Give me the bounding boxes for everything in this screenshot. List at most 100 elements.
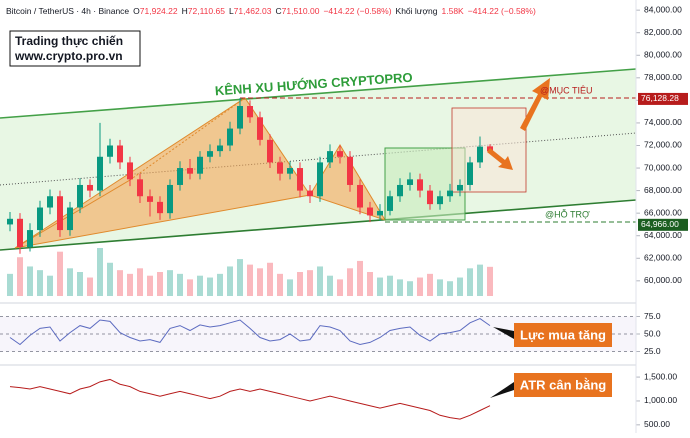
header: Bitcoin / TetherUS · 4h · Binance O71,924… xyxy=(6,6,536,16)
y-tick-label: 1,000.00 xyxy=(644,395,677,405)
indicator-line xyxy=(9,378,491,420)
volume-bar xyxy=(417,277,423,296)
callout: ATR cân bằng xyxy=(520,377,606,392)
website: www.crypto.pro.vn xyxy=(14,49,123,63)
ohlc-item: Khối lượng xyxy=(396,6,438,16)
candle-body xyxy=(377,210,383,216)
candle-body xyxy=(247,106,253,118)
y-tick-label: 84,000.00 xyxy=(644,4,682,14)
y-tick-label: 66,000.00 xyxy=(644,207,682,217)
candle-body xyxy=(477,146,483,163)
volume-bar xyxy=(157,272,163,296)
volume-bar xyxy=(437,279,443,296)
volume-bar xyxy=(317,266,323,296)
volume-bar xyxy=(407,281,413,296)
candle-body xyxy=(47,196,53,208)
y-tick-label: 78,000.00 xyxy=(644,72,682,82)
volume-bar xyxy=(487,266,493,296)
candle-body xyxy=(297,168,303,191)
y-tick-label: 72,000.00 xyxy=(644,140,682,150)
candle-body xyxy=(167,184,173,214)
candle-body xyxy=(207,151,213,157)
callout-box xyxy=(514,373,612,397)
volume-bar xyxy=(297,272,303,296)
candle-body xyxy=(197,156,203,174)
price-tag-label: 64,966.00 xyxy=(641,219,679,229)
volume-bar xyxy=(257,268,263,296)
candle-body xyxy=(347,156,353,185)
candle-body xyxy=(217,145,223,152)
volume-bar xyxy=(167,270,173,296)
volume-bar xyxy=(247,264,253,296)
candle-body xyxy=(307,190,313,197)
candle-body xyxy=(317,162,323,197)
brand-box xyxy=(9,30,141,67)
volume-bar xyxy=(287,279,293,296)
candle-body xyxy=(457,184,463,191)
volume-bar xyxy=(477,264,483,296)
y-tick-label: 1,500.00 xyxy=(644,371,677,381)
volume-bar xyxy=(267,262,273,296)
ohlc-item: 1.58K xyxy=(442,6,465,16)
candle-body xyxy=(117,145,123,163)
volume-bar xyxy=(227,266,233,296)
brand: Trading thực chiến xyxy=(15,34,123,48)
candle-body xyxy=(437,196,443,205)
candle-body xyxy=(107,145,113,157)
channel-lower xyxy=(0,199,637,251)
indicator-line xyxy=(9,318,491,346)
candle-body xyxy=(77,184,83,208)
up-arrow xyxy=(520,78,550,131)
volume-bar xyxy=(357,260,363,296)
candle-body xyxy=(467,162,473,185)
ohlc-item: 71,924.22 xyxy=(140,6,178,16)
candle-body xyxy=(97,156,103,191)
candle-body xyxy=(397,184,403,197)
volume-bar xyxy=(97,248,103,296)
volume-bar xyxy=(467,268,473,296)
price-tag xyxy=(638,92,688,105)
volume-bar xyxy=(327,275,333,296)
y-tick-label: 70,000.00 xyxy=(644,162,682,172)
ohlc-item: O xyxy=(133,6,140,16)
candle-body xyxy=(7,218,13,225)
candle-body xyxy=(407,179,413,185)
candle-body xyxy=(417,179,423,191)
volume-bar xyxy=(7,273,13,296)
volume-bar xyxy=(387,275,393,296)
ohlc-item: 72,110.65 xyxy=(188,6,225,16)
ohlc-item: 71,462.03 xyxy=(234,6,272,16)
volume-bar xyxy=(457,277,463,296)
price-tag xyxy=(638,218,688,231)
volume-bar xyxy=(177,273,183,296)
volume-bar xyxy=(117,270,123,296)
candle-body xyxy=(277,162,283,174)
candle-body xyxy=(367,207,373,216)
channel-mid xyxy=(0,132,637,186)
price-tag-label: 76,128.28 xyxy=(641,93,679,103)
y-tick-label: 60,000.00 xyxy=(644,275,682,285)
candle-body xyxy=(327,151,333,163)
callout-arrow xyxy=(493,327,514,339)
volume-bar xyxy=(207,277,213,296)
candle-body xyxy=(37,207,43,231)
y-tick-label: 500.00 xyxy=(644,419,670,429)
y-tick-label: 68,000.00 xyxy=(644,185,682,195)
volume-bar xyxy=(57,251,63,296)
candle-body xyxy=(267,139,273,163)
y-tick-label: 50.0 xyxy=(644,328,661,338)
volume-bar xyxy=(137,268,143,296)
volume-bar xyxy=(447,281,453,296)
pattern-leg xyxy=(129,97,246,181)
volume-bar xyxy=(87,277,93,296)
y-tick-label: 25.0 xyxy=(644,346,661,356)
callout: Lực mua tăng xyxy=(520,327,606,342)
y-tick-label: 74,000.00 xyxy=(644,117,682,127)
y-tick-label: 80,000.00 xyxy=(644,50,682,60)
volume-bar xyxy=(147,275,153,296)
candle-body xyxy=(387,196,393,211)
volume-bar xyxy=(67,268,73,296)
candle-body xyxy=(187,168,193,174)
target-label: @MỤC TIÊU xyxy=(540,85,592,95)
volume-bar xyxy=(107,262,113,296)
